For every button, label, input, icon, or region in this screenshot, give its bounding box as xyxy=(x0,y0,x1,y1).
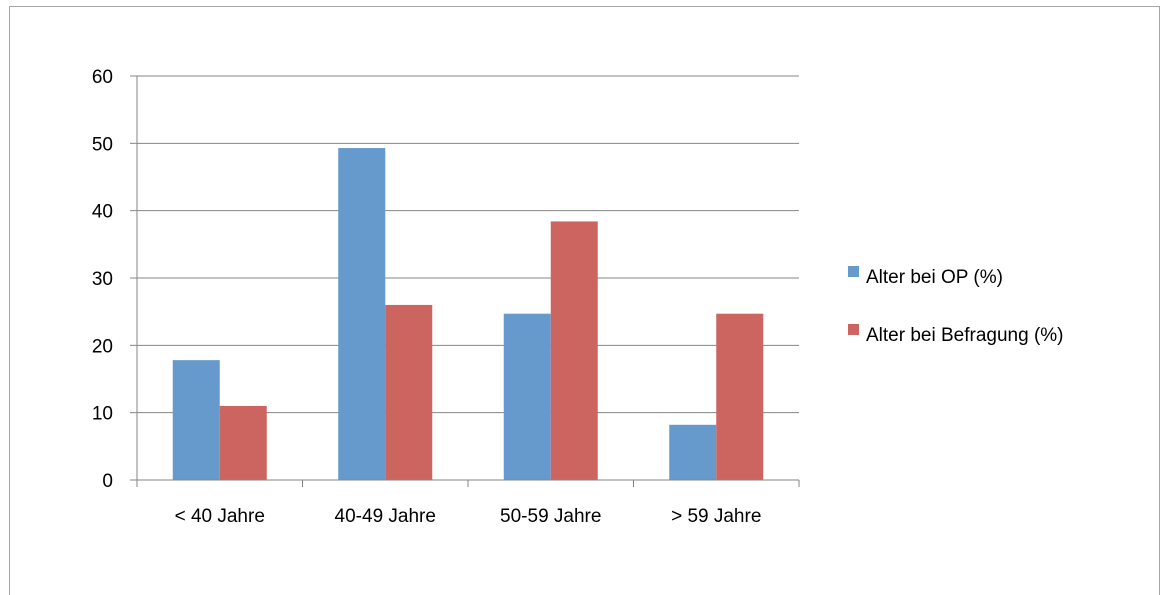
bar-op-3 xyxy=(669,424,717,480)
y-tick-labels: 0 10 20 30 40 50 60 xyxy=(92,67,113,492)
legend-swatch-op xyxy=(848,266,859,277)
bar-op-0 xyxy=(172,360,220,480)
bars xyxy=(172,148,764,480)
y-tick-label: 0 xyxy=(102,471,113,492)
x-tick-labels: < 40 Jahre 40-49 Jahre 50-59 Jahre > 59 Jah… xyxy=(175,506,762,527)
legend: Alter bei OP (%) Alter bei Befragung (%) xyxy=(848,266,1064,346)
bar-befragung-0 xyxy=(219,405,267,480)
legend-item-op: Alter bei OP (%) xyxy=(848,266,1003,288)
x-tick-label: 40-49 Jahre xyxy=(335,506,436,527)
legend-swatch-befragung xyxy=(848,324,859,335)
bar-befragung-3 xyxy=(716,313,764,480)
legend-label-befragung: Alter bei Befragung (%) xyxy=(866,325,1064,346)
bar-op-1 xyxy=(338,148,386,480)
x-tick-label: 50-59 Jahre xyxy=(500,506,601,527)
y-tick-label: 20 xyxy=(92,336,113,357)
legend-item-befragung: Alter bei Befragung (%) xyxy=(848,324,1064,346)
bar-befragung-2 xyxy=(550,221,598,480)
axes xyxy=(136,76,799,481)
y-tick-label: 60 xyxy=(92,67,113,88)
bar-op-2 xyxy=(503,313,551,480)
y-tick-label: 10 xyxy=(92,404,113,425)
legend-label-op: Alter bei OP (%) xyxy=(866,267,1003,288)
bar-befragung-1 xyxy=(385,304,433,480)
y-tick-label: 40 xyxy=(92,202,113,223)
y-tick-label: 30 xyxy=(92,269,113,290)
x-tick-label: > 59 Jahre xyxy=(671,506,761,527)
y-tick-label: 50 xyxy=(92,134,113,155)
x-tick-label: < 40 Jahre xyxy=(175,506,265,527)
